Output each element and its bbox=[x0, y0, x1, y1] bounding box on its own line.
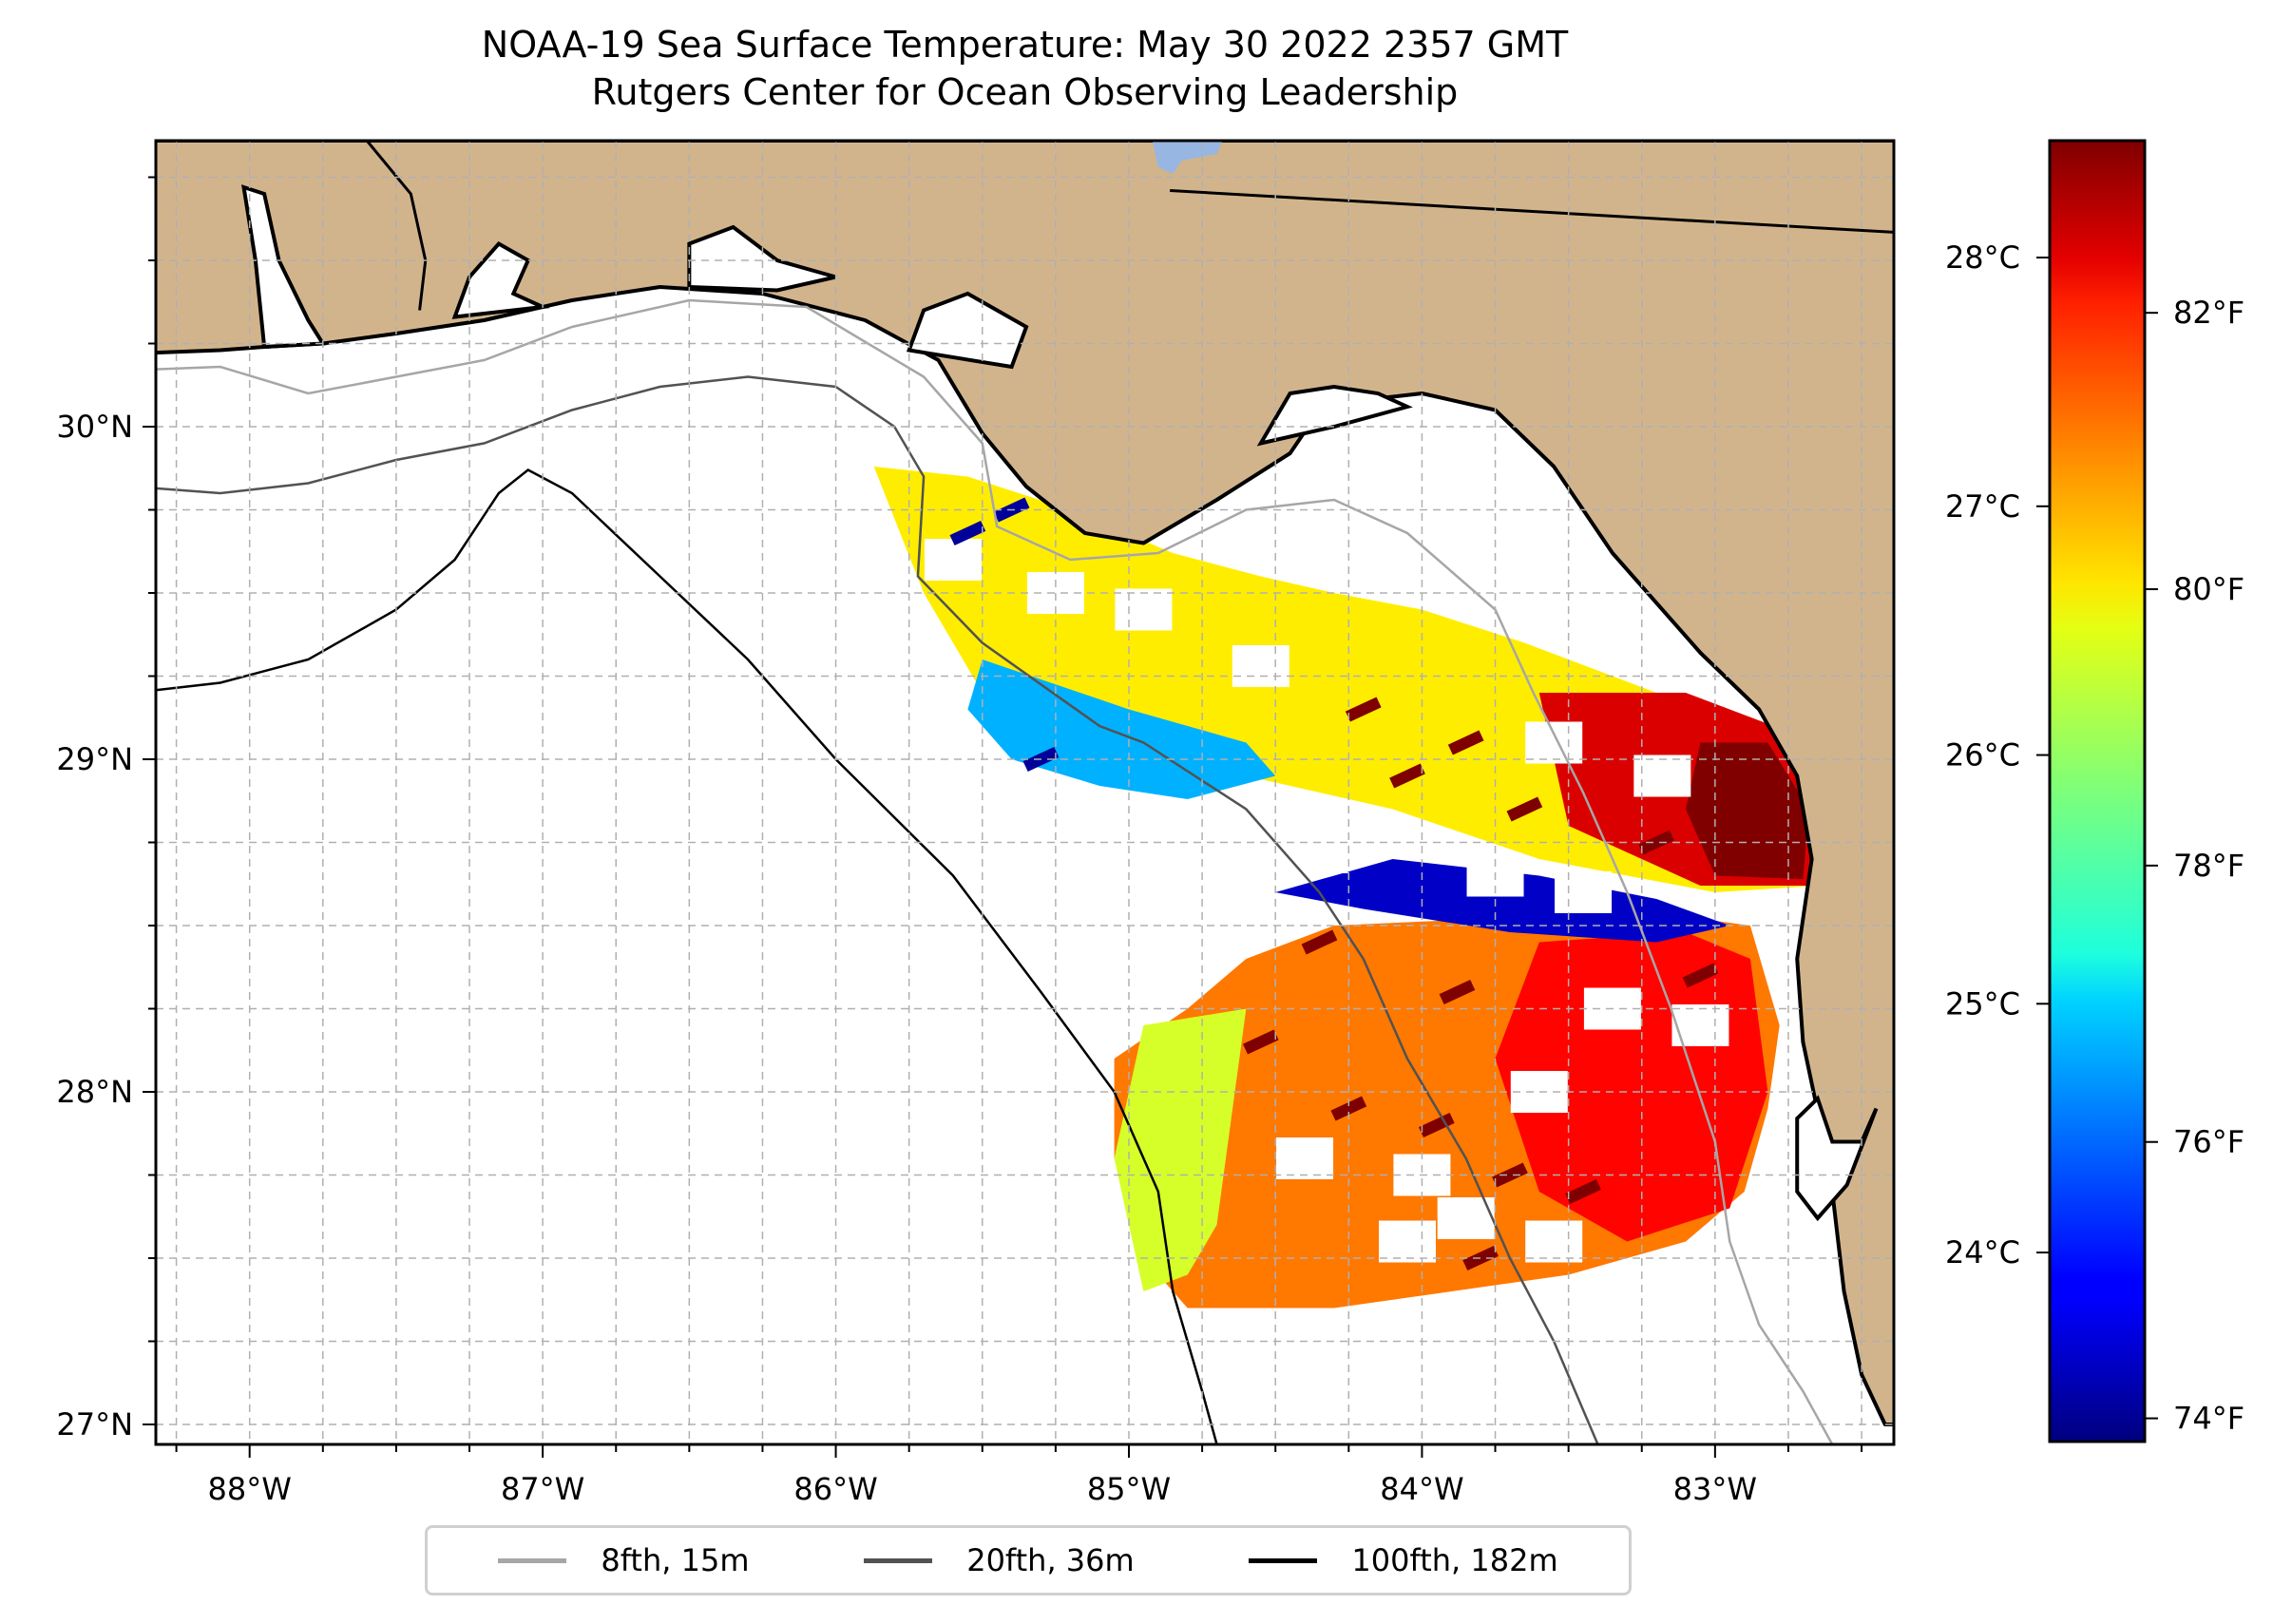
state-border-al-fl bbox=[365, 141, 428, 311]
x-tick-label: 83°W bbox=[1673, 1471, 1757, 1507]
isobath-100fth bbox=[156, 468, 1218, 1444]
y-tick-label: 28°N bbox=[56, 1074, 133, 1110]
legend-label-8fth: 8fth, 15m bbox=[601, 1542, 750, 1578]
legend-line-8fth bbox=[498, 1557, 567, 1563]
colorbar-gradient bbox=[2048, 139, 2147, 1443]
colorbar-label-c: 27°C bbox=[1945, 488, 2020, 525]
cloud-gap bbox=[1115, 588, 1173, 631]
y-tick-label: 29°N bbox=[56, 741, 133, 777]
cloud-gap bbox=[1232, 645, 1289, 687]
sst-layer bbox=[873, 467, 1818, 1309]
bay-water bbox=[687, 224, 837, 293]
sst-streak bbox=[1301, 929, 1338, 955]
legend-line-20fth bbox=[864, 1557, 933, 1563]
colorbar-celsius-ticks: 28°C 27°C 26°C 25°C 24°C bbox=[1945, 239, 2050, 1271]
chart-subtitle: Rutgers Center for Ocean Observing Leade… bbox=[591, 71, 1459, 113]
x-tick-label: 85°W bbox=[1087, 1471, 1171, 1507]
sst-streak bbox=[1506, 796, 1543, 822]
y-axis: 30°N 29°N 28°N 27°N bbox=[56, 176, 156, 1442]
legend-label-20fth: 20fth, 36m bbox=[966, 1542, 1135, 1578]
legend-item-100fth: 100fth, 182m bbox=[1249, 1542, 1558, 1578]
sst-streak bbox=[1418, 1112, 1455, 1138]
cloud-gap bbox=[1525, 1220, 1583, 1263]
cloud-gap bbox=[1555, 871, 1613, 913]
sst-patch-cool-band-west bbox=[967, 659, 1276, 799]
sst-streak bbox=[1439, 979, 1476, 1005]
gridlines bbox=[156, 141, 1894, 1444]
legend-item-20fth: 20fth, 36m bbox=[864, 1542, 1135, 1578]
cloud-gap bbox=[1276, 1137, 1334, 1179]
cloud-gap bbox=[1525, 721, 1583, 764]
colorbar-label-c: 28°C bbox=[1945, 239, 2020, 276]
land-layer bbox=[156, 141, 1894, 1426]
x-tick-label: 87°W bbox=[501, 1471, 584, 1507]
legend-item-8fth: 8fth, 15m bbox=[498, 1542, 749, 1578]
colorbar-label-c: 24°C bbox=[1945, 1234, 2020, 1271]
colorbar-label-f: 80°F bbox=[2173, 571, 2244, 607]
sst-streak bbox=[1638, 830, 1675, 855]
cloud-gap bbox=[1633, 755, 1691, 797]
sst-streak bbox=[1242, 1029, 1279, 1055]
colorbar-label-c: 26°C bbox=[1945, 737, 2020, 774]
lake-seminole bbox=[1152, 141, 1223, 174]
sst-streak bbox=[1462, 1245, 1499, 1271]
legend-line-100fth bbox=[1249, 1557, 1318, 1563]
state-border bbox=[1170, 189, 1894, 234]
colorbar-label-f: 78°F bbox=[2173, 848, 2244, 884]
colorbar-label-c: 25°C bbox=[1945, 985, 2020, 1022]
colorbar-fahrenheit-ticks: 82°F 80°F 78°F 76°F 74°F bbox=[2145, 295, 2244, 1437]
sst-streak bbox=[1330, 1096, 1367, 1121]
isobath-legend: 8fth, 15m 20fth, 36m 100fth, 182m bbox=[425, 1525, 1632, 1595]
sst-patch-hot-core bbox=[1686, 742, 1809, 879]
sst-streak bbox=[1682, 963, 1719, 988]
sst-streak bbox=[1492, 1162, 1528, 1188]
x-axis: 88°W 87°W 86°W 85°W 84°W 83°W bbox=[175, 1444, 1863, 1507]
sst-streak bbox=[1345, 697, 1382, 722]
sst-patch-cool-band-mid bbox=[1275, 859, 1730, 943]
bay-water bbox=[906, 291, 1029, 370]
bay-water bbox=[241, 184, 327, 350]
chart-title: NOAA-19 Sea Surface Temperature: May 30 … bbox=[481, 24, 1569, 66]
sst-streak bbox=[949, 520, 986, 546]
map-frame bbox=[154, 139, 1896, 1446]
cloud-gap bbox=[924, 539, 982, 581]
x-tick-label: 88°W bbox=[208, 1471, 292, 1507]
sst-streak bbox=[1565, 1178, 1601, 1205]
colorbar: 28°C 27°C 26°C 25°C 24°C 82°F 80°F 78°F 76°F 74°… bbox=[1945, 139, 2244, 1443]
y-tick-label: 30°N bbox=[56, 409, 133, 445]
cloud-gap bbox=[1290, 831, 1348, 873]
legend-label-100fth: 100fth, 182m bbox=[1351, 1542, 1558, 1578]
y-tick-label: 27°N bbox=[56, 1406, 133, 1442]
sst-streak bbox=[1447, 730, 1484, 755]
tampa-bay bbox=[1795, 1095, 1879, 1222]
cloud-gap bbox=[1379, 1220, 1437, 1263]
x-tick-label: 84°W bbox=[1380, 1471, 1463, 1507]
colorbar-label-f: 76°F bbox=[2173, 1124, 2244, 1160]
colorbar-label-f: 74°F bbox=[2173, 1401, 2244, 1437]
x-tick-label: 86°W bbox=[793, 1471, 877, 1507]
sst-patch-south-yellow-west bbox=[1114, 1008, 1247, 1291]
sst-streak bbox=[1389, 763, 1425, 789]
colorbar-label-f: 82°F bbox=[2173, 295, 2244, 331]
